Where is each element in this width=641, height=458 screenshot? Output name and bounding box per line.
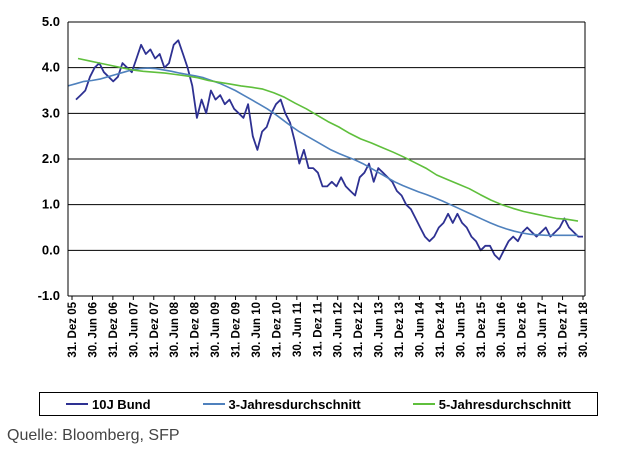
x-tick-label: 31. Dez 09	[231, 302, 243, 358]
legend-item-10j-bund: 10J Bund	[66, 397, 151, 412]
x-tick-label: 30. Jun 09	[210, 302, 222, 358]
y-tick-label: 3.0	[42, 105, 60, 120]
x-tick-label: 31. Dez 16	[517, 302, 529, 358]
source-note: Quelle: Bloomberg, SFP	[7, 427, 180, 444]
legend-label-5-jahresdurchschnitt: 5-Jahresdurchschnitt	[438, 396, 571, 412]
y-tick-label: 1.0	[42, 197, 60, 212]
y-axis-ticks: 5.0 4.0 3.0 2.0 1.0 0.0 -1.0	[38, 14, 60, 303]
legend-swatch-5-jahresdurchschnitt	[412, 403, 435, 405]
x-tick-label: 30. Jun 17	[537, 302, 549, 358]
legend: 10J Bund 3-Jahresdurchschnitt 5-Jahresdu…	[39, 392, 598, 416]
x-tick-label: 30. Jun 12	[333, 302, 345, 358]
y-tick-label: 4.0	[42, 60, 60, 75]
y-tick-label: 5.0	[42, 14, 60, 29]
legend-item-5-jahresdurchschnitt: 5-Jahresdurchschnitt	[412, 396, 571, 412]
series-line-5-jahresdurchschnitt	[77, 57, 579, 222]
gridlines	[68, 21, 585, 206]
line-chart: 5.0 4.0 3.0 2.0 1.0 0.0 -1.0 31. Dez 05 30. Jun…	[38, 14, 590, 358]
x-tick-label: 31. Dez 07	[149, 302, 161, 358]
x-tick-label: 30. Jun 06	[87, 302, 99, 358]
x-tick-label: 31. Dez 14	[435, 301, 447, 357]
x-tick-label: 30. Jun 07	[128, 302, 140, 358]
legend-item-3-jahresdurchschnitt: 3-Jahresdurchschnitt	[202, 396, 361, 412]
x-tick-label: 31. Dez 05	[67, 301, 79, 357]
x-tick-label: 31. Dez 17	[558, 302, 570, 358]
y-tick-label: 2.0	[42, 151, 60, 166]
legend-swatch-10j-bund	[66, 403, 88, 405]
legend-label-10j-bund: 10J Bund	[92, 396, 151, 412]
y-tick-label: -1.0	[38, 288, 60, 303]
x-tick-label: 30. Jun 08	[169, 301, 181, 357]
legend-label-3-jahresdurchschnitt: 3-Jahresdurchschnitt	[228, 396, 361, 412]
x-tick-label: 31. Dez 13	[394, 302, 406, 358]
x-tick-label: 30. Jun 18	[578, 301, 590, 357]
x-tick-label: 30. Jun 13	[374, 302, 386, 358]
axes	[67, 22, 586, 300]
x-tick-label: 30. Jun 16	[496, 302, 508, 358]
x-tick-label: 31. Dez 08	[190, 301, 202, 357]
x-tick-label: 31. Dez 15	[476, 301, 488, 357]
x-tick-label: 31. Dez 12	[353, 302, 365, 358]
x-tick-label: 31. Dez 06	[108, 302, 120, 358]
y-tick-label: 0.0	[42, 242, 60, 257]
x-tick-label: 30. Jun 14	[414, 301, 426, 357]
x-tick-label: 30. Jun 11	[292, 301, 304, 357]
x-axis-ticks: 31. Dez 05 30. Jun 06 31. Dez 06 30. Jun 07…	[67, 301, 590, 357]
series-lines	[67, 39, 583, 261]
x-tick-label: 31. Dez 10	[271, 302, 283, 358]
x-tick-label: 31. Dez 11	[312, 301, 324, 357]
x-tick-label: 30. Jun 10	[251, 302, 263, 358]
legend-swatch-3-jahresdurchschnitt	[202, 403, 225, 405]
series-line-10j-bund	[75, 39, 583, 261]
x-tick-label: 30. Jun 15	[455, 301, 467, 357]
series-line-3-jahresdurchschnitt	[67, 67, 578, 237]
